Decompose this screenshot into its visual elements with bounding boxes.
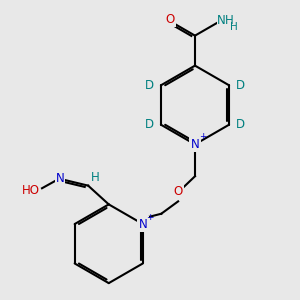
Text: H: H [225,14,234,27]
Text: +: + [199,132,206,141]
Text: O: O [166,13,175,26]
Text: D: D [145,118,154,131]
Text: D: D [236,79,245,92]
Text: HO: HO [22,184,40,196]
Text: N: N [190,138,200,151]
Text: H: H [230,22,237,32]
Text: D: D [236,118,245,131]
Text: N: N [217,14,226,27]
Text: +: + [146,213,153,222]
Text: H: H [91,171,99,184]
Text: N: N [56,172,64,185]
Text: O: O [173,185,183,198]
Text: N: N [139,218,147,231]
Text: D: D [145,79,154,92]
